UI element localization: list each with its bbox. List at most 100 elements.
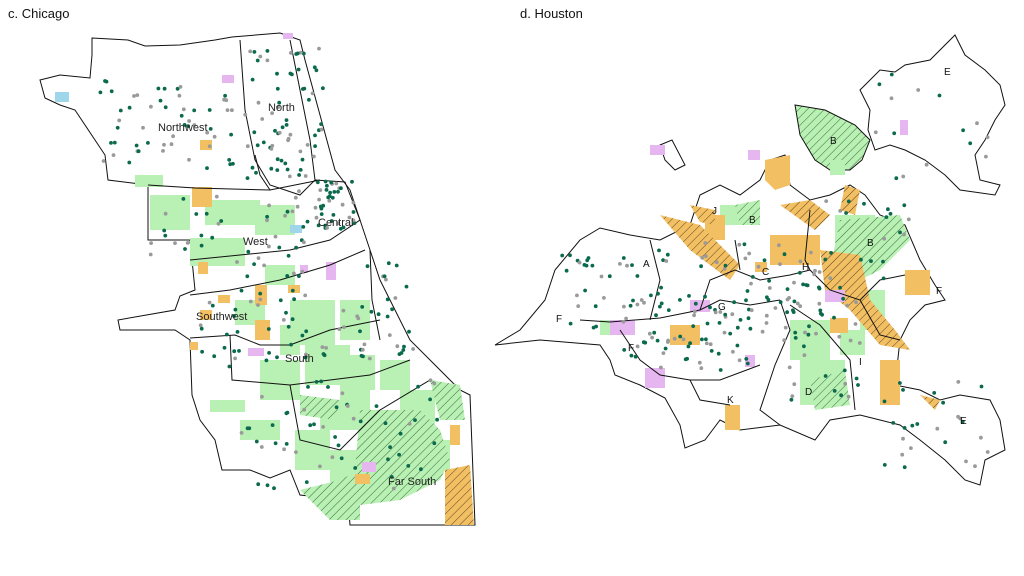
houston-label-j: J [712, 206, 717, 217]
houston-label-c: C [762, 267, 769, 278]
facility-dot [282, 447, 286, 452]
facility-dot [886, 207, 890, 212]
facility-dot [915, 422, 920, 426]
facility-dot [629, 353, 634, 358]
facility-dot [748, 326, 753, 331]
facility-dot [386, 261, 391, 266]
facility-dot [328, 190, 332, 195]
facility-dot [295, 204, 300, 209]
facility-dot [666, 340, 670, 344]
facility-dot [688, 341, 692, 346]
facility-dot [576, 304, 581, 308]
facility-dot [889, 96, 894, 101]
facility-dot [245, 176, 250, 181]
facility-dot [560, 253, 565, 258]
facility-dot [854, 300, 858, 305]
facility-dot [385, 314, 390, 319]
facility-dot [207, 300, 212, 305]
chicago-map: Northwest North Central West Southwest S… [39, 32, 476, 526]
facility-dot [283, 161, 288, 166]
facility-dot [258, 297, 263, 302]
facility-dot [327, 198, 332, 203]
facility-dot [104, 79, 109, 84]
facility-dot [692, 313, 696, 318]
facility-dot [298, 50, 303, 55]
facility-dot [169, 142, 174, 147]
facility-dot [956, 380, 961, 384]
facility-dot [700, 255, 705, 260]
facility-dot [273, 441, 278, 446]
facility-dot [284, 310, 288, 315]
facility-dot [260, 394, 264, 399]
facility-dot [275, 168, 280, 173]
facility-dot [256, 303, 260, 307]
facility-dot [823, 257, 828, 262]
facility-dot [747, 251, 752, 256]
facility-dot [650, 335, 654, 340]
facility-dot [295, 51, 300, 56]
facility-dot [841, 296, 845, 301]
facility-dot [229, 132, 234, 137]
facility-dot [630, 263, 634, 267]
facility-dot [333, 435, 337, 439]
facility-dot [351, 200, 356, 205]
facility-dot [101, 159, 106, 163]
facility-dot [303, 174, 308, 178]
facility-dot [210, 303, 215, 308]
facility-dot [270, 143, 275, 148]
chicago-facility-dots [98, 46, 439, 491]
facility-dot [765, 295, 769, 300]
facility-dot [814, 331, 818, 336]
facility-dot [273, 234, 278, 239]
facility-dot [722, 330, 727, 335]
facility-dot [296, 67, 301, 72]
facility-dot [149, 241, 154, 246]
facility-dot [791, 310, 796, 314]
facility-dot [267, 244, 271, 249]
facility-dot [730, 312, 735, 317]
facility-dot [735, 325, 740, 330]
facility-dot [435, 417, 439, 422]
facility-dot [693, 301, 698, 306]
facility-dot [909, 446, 913, 450]
facility-dot [898, 381, 902, 385]
facility-dot [817, 301, 822, 306]
facility-dot [199, 326, 204, 331]
facility-dot [186, 124, 191, 128]
facility-dot [389, 475, 394, 479]
facility-dot [315, 180, 320, 185]
facility-dot [398, 431, 403, 436]
facility-dot [260, 117, 265, 121]
facility-dot [782, 338, 787, 343]
facility-dot [792, 280, 796, 285]
facility-dot [219, 219, 224, 223]
facility-dot [656, 291, 660, 296]
facility-dot [235, 260, 239, 264]
facility-dot [127, 105, 132, 110]
facility-dot [178, 85, 183, 89]
facility-dot [302, 407, 307, 412]
houston-label-g: G [718, 302, 726, 313]
facility-dot [255, 143, 260, 148]
facility-dot [943, 440, 948, 445]
facility-dot [910, 423, 915, 428]
facility-dot [270, 423, 275, 427]
facility-dot [793, 330, 798, 335]
facility-dot [902, 426, 907, 430]
facility-dot [162, 142, 166, 147]
facility-dot [892, 131, 897, 136]
facility-dot [227, 364, 232, 369]
houston-facility-dots [560, 72, 990, 470]
facility-dot [790, 394, 795, 398]
facility-dot [846, 394, 851, 399]
facility-dot [857, 341, 862, 345]
facility-dot [171, 134, 176, 139]
facility-dot [708, 342, 713, 347]
facility-dot [881, 276, 886, 281]
facility-dot [350, 179, 354, 184]
facility-dot [746, 316, 751, 321]
facility-dot [787, 365, 792, 370]
facility-dot [869, 259, 873, 263]
facility-dot [663, 346, 668, 351]
facility-dot [239, 288, 244, 293]
